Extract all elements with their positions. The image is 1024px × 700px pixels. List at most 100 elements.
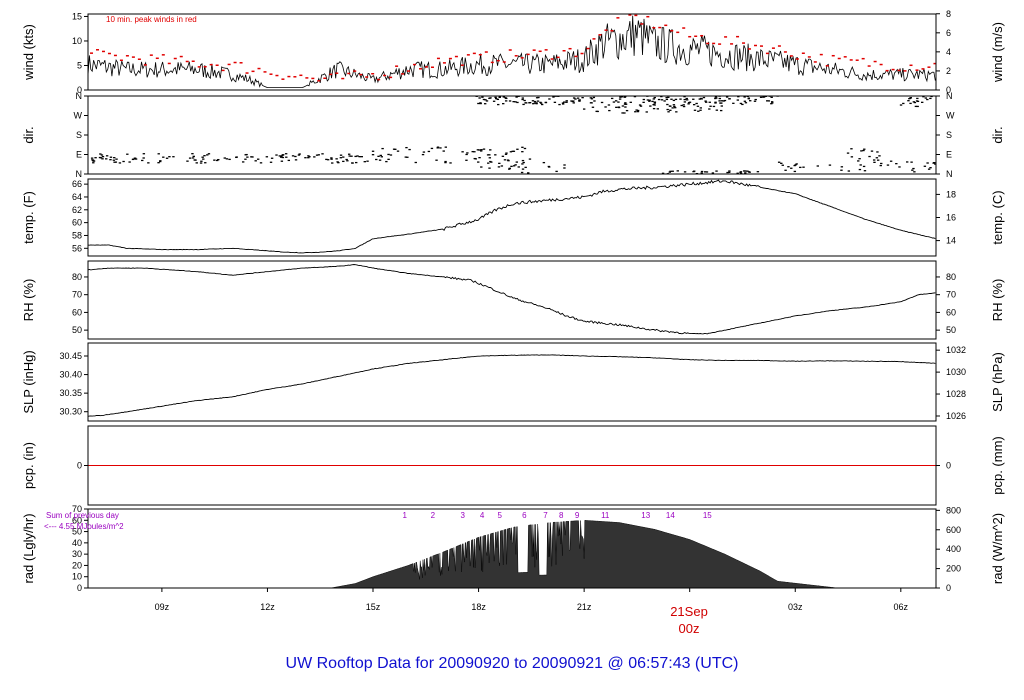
left-tick-label: 30: [72, 549, 82, 559]
panel-frame: [87, 508, 937, 589]
right-tick-label: 800: [946, 505, 961, 515]
panel-rad: 1 2 3 4 5 6 7 8 9 11 13 14 1501020304050607002004006…: [21, 504, 1005, 593]
rad-hour-label: 3: [461, 511, 466, 520]
left-tick-label: 56: [72, 243, 82, 253]
right-axis-title: rad (W/m^2): [990, 513, 1005, 584]
date-marker-hour: 00z: [679, 621, 700, 636]
left-axis-title: dir.: [21, 126, 36, 143]
page-title: UW Rooftop Data for 20090920 to 20090921…: [286, 655, 739, 672]
left-tick-label: 64: [72, 192, 82, 202]
left-tick-label: 0: [77, 583, 82, 593]
left-tick-label: 10: [72, 36, 82, 46]
panel-frame: [87, 342, 937, 422]
right-axis-title: SLP (hPa): [990, 352, 1005, 412]
panel-wind: 0 5 10 15 0 2 4 6 8 wind (kts) wind (m/s): [21, 9, 1005, 95]
panel-frame: [87, 95, 937, 175]
right-tick-label: 16: [946, 213, 956, 223]
x-tick-label: 15z: [366, 602, 381, 612]
left-axis-title: SLP (inHg): [21, 350, 36, 413]
right-tick-label: 50: [946, 325, 956, 335]
rad-hour-label: 9: [575, 511, 580, 520]
left-axis-title: wind (kts): [21, 24, 36, 81]
right-tick-label: 60: [946, 307, 956, 317]
left-tick-label: 30.35: [59, 388, 82, 398]
rad-note-line1: Sum of previous day: [46, 511, 119, 520]
rad-hour-label: 13: [641, 511, 650, 520]
left-axis-title: pcp. (in): [21, 442, 36, 489]
right-tick-label: 0: [946, 583, 951, 593]
rad-hour-label: 7: [543, 511, 548, 520]
left-axis-title: rad (Lgly/hr): [21, 513, 36, 583]
right-tick-label: 1032: [946, 345, 966, 355]
left-tick-label: 70: [72, 504, 82, 514]
left-tick-label: 50: [72, 325, 82, 335]
wind-speed-line: [88, 15, 936, 88]
left-tick-label: S: [76, 130, 82, 140]
rad-hour-label: 4: [480, 511, 485, 520]
right-tick-label: 70: [946, 290, 956, 300]
panel-frame: [87, 260, 937, 340]
left-tick-label: 40: [72, 538, 82, 548]
left-tick-label: 50: [72, 527, 82, 537]
x-axis: 09z 12z 15z 18z 21z 03z 06z: [155, 588, 909, 612]
left-tick-label: 60: [72, 515, 82, 525]
right-tick-label: 1030: [946, 367, 966, 377]
left-tick-label: 58: [72, 230, 82, 240]
rad-hour-label: 15: [703, 511, 712, 520]
date-marker-day: 21Sep: [670, 604, 708, 619]
left-tick-label: 30.30: [59, 407, 82, 417]
right-tick-label: E: [946, 150, 952, 160]
x-tick-label: 03z: [788, 602, 803, 612]
x-tick-label: 06z: [894, 602, 909, 612]
x-tick-label: 21z: [577, 602, 592, 612]
panel-frame: [87, 13, 937, 91]
left-tick-label: 0: [77, 85, 82, 95]
x-tick-label: 18z: [471, 602, 486, 612]
panel-plot-area: [88, 354, 936, 417]
rad-hour-label: 8: [559, 511, 564, 520]
rad-note-line2: <--- 4.55 MJoules/m^2: [44, 522, 124, 531]
right-tick-label: 2: [946, 66, 951, 76]
left-tick-label: 60: [72, 218, 82, 228]
panel-rh: 50 60 70 80 50 60 70 80 RH (%) RH (%): [21, 260, 1005, 340]
right-axis-title: dir.: [990, 126, 1005, 143]
right-tick-label: 6: [946, 28, 951, 38]
panel-plot-area: [88, 264, 936, 335]
right-tick-label: 18: [946, 189, 956, 199]
left-tick-label: 30.45: [59, 351, 82, 361]
temp-line: [88, 179, 936, 254]
left-tick-label: 62: [72, 205, 82, 215]
panel-temp: 56 58 60 62 64 66 14 16 18 temp. (F) temp. (C): [21, 178, 1005, 257]
left-tick-label: N: [76, 169, 83, 179]
rad-hour-label: 5: [497, 511, 502, 520]
panel-plot-area: [90, 96, 936, 174]
right-tick-label: 8: [946, 9, 951, 19]
wind-peak-note: 10 min. peak winds in red: [106, 15, 197, 24]
right-axis-title: wind (m/s): [990, 22, 1005, 83]
right-tick-label: 0: [946, 461, 951, 471]
x-tick-label: 09z: [155, 602, 170, 612]
left-tick-label: 70: [72, 290, 82, 300]
left-tick-label: E: [76, 150, 82, 160]
rad-hour-label: 14: [666, 511, 675, 520]
right-tick-label: 1026: [946, 411, 966, 421]
rad-hour-label: 2: [431, 511, 436, 520]
right-tick-label: 4: [946, 47, 951, 57]
panel-pcp: 0 0 pcp. (in) pcp. (mm): [21, 425, 1005, 506]
right-tick-label: 400: [946, 544, 961, 554]
right-tick-label: W: [946, 111, 955, 121]
right-tick-label: 80: [946, 272, 956, 282]
left-tick-label: 80: [72, 272, 82, 282]
right-tick-label: N: [946, 91, 953, 101]
rh-line: [88, 264, 936, 335]
left-tick-label: 0: [77, 461, 82, 471]
left-tick-label: 5: [77, 60, 82, 70]
right-tick-label: 0: [946, 85, 951, 95]
right-tick-label: 200: [946, 564, 961, 574]
left-tick-label: 20: [72, 560, 82, 570]
left-tick-label: N: [76, 91, 83, 101]
